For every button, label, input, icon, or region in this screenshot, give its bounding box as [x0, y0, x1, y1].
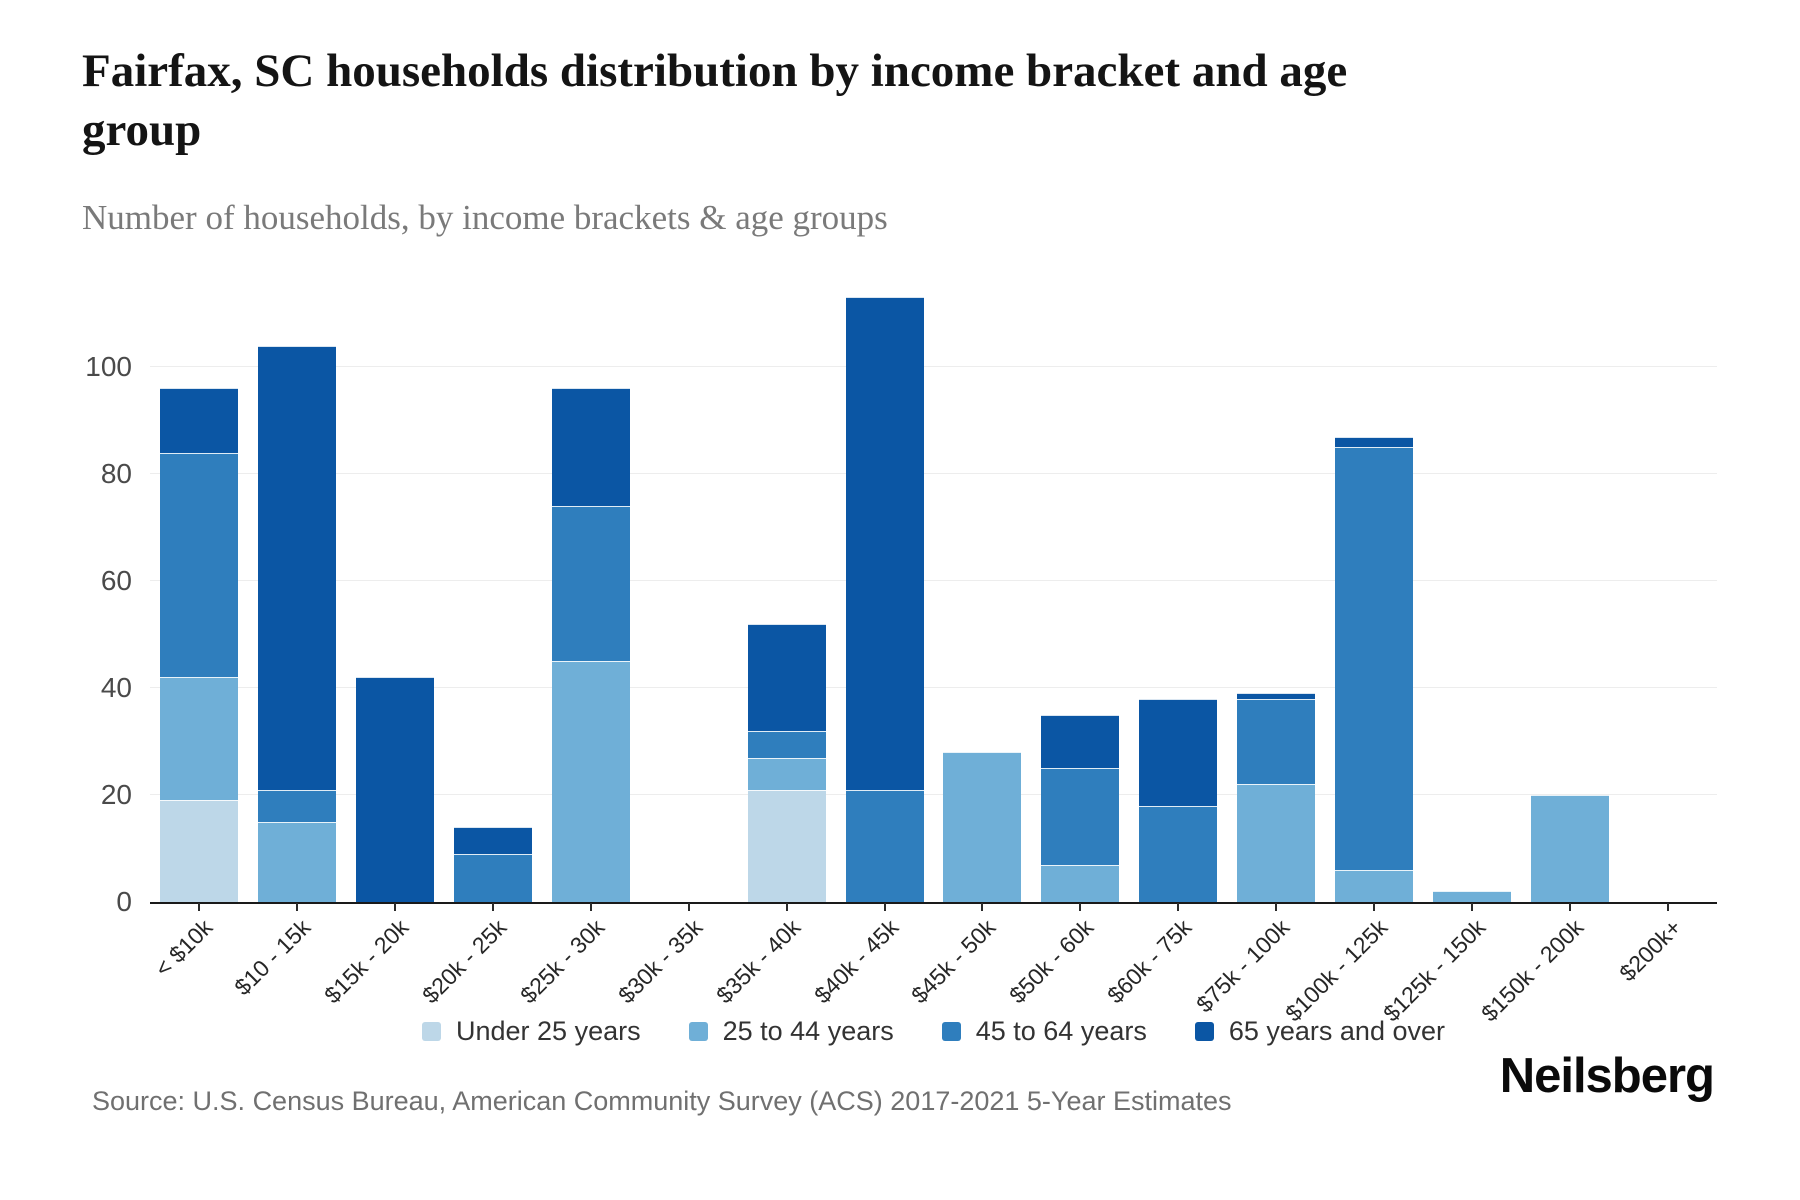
bar-column [1433, 262, 1512, 902]
bar-segment[interactable] [551, 388, 630, 507]
x-axis-tick [1177, 903, 1180, 911]
bar-column [1531, 262, 1610, 902]
bar-segment[interactable] [845, 789, 924, 902]
bar-column [355, 262, 434, 902]
grid-line [150, 687, 1717, 688]
legend-swatch [688, 1022, 708, 1041]
bar-segment[interactable] [159, 677, 238, 801]
plot-area [150, 262, 1717, 904]
bar-segment[interactable] [1139, 805, 1218, 902]
x-axis-tick [687, 903, 690, 911]
x-axis-tick [1667, 903, 1670, 911]
x-axis-tick [491, 903, 494, 911]
grid-line [150, 473, 1717, 474]
y-axis-label: 0 [116, 886, 132, 917]
bar-segment[interactable] [1531, 795, 1610, 902]
x-axis-tick [393, 903, 396, 911]
bar-segment[interactable] [257, 789, 336, 822]
bar-segment[interactable] [1433, 891, 1512, 902]
bar-segment[interactable] [1139, 698, 1218, 806]
bar-column [453, 262, 532, 902]
legend-swatch [422, 1022, 441, 1041]
bar-segment[interactable] [1041, 768, 1120, 865]
bar-column [1139, 262, 1218, 902]
bar-segment[interactable] [159, 800, 238, 902]
y-axis-label: 40 [100, 672, 132, 703]
bar-segment[interactable] [747, 623, 826, 731]
bar-segment[interactable] [453, 853, 532, 902]
bar-segment[interactable] [1237, 698, 1316, 785]
bar-segment[interactable] [257, 345, 336, 790]
bar-segment[interactable] [159, 388, 238, 453]
bar-segment[interactable] [1041, 864, 1120, 902]
chart-subtitle: Number of households, by income brackets… [82, 198, 888, 237]
legend: Under 25 years 25 to 44 years 45 to 64 yea… [150, 1016, 1717, 1047]
bar-segment[interactable] [453, 827, 532, 854]
x-axis-tick [785, 903, 788, 911]
bar-column [1629, 262, 1707, 902]
bar-segment[interactable] [845, 297, 924, 790]
bar-segment[interactable] [1335, 869, 1414, 902]
bar-column [943, 262, 1022, 902]
bar-segment[interactable] [747, 730, 826, 758]
grid-line [150, 366, 1717, 367]
legend-label: 45 to 64 years [975, 1016, 1147, 1046]
x-axis-tick [981, 903, 984, 911]
bar-segment[interactable] [1237, 784, 1316, 902]
source-text: Source: U.S. Census Bureau, American Com… [92, 1086, 1232, 1116]
bar-segment[interactable] [943, 752, 1022, 902]
grid-line [150, 794, 1717, 795]
legend-item[interactable]: 25 to 44 years [688, 1016, 894, 1047]
legend-swatch [941, 1022, 961, 1041]
x-axis-tick [1471, 903, 1474, 911]
y-axis-label: 80 [100, 458, 132, 489]
y-axis-label: 20 [100, 779, 132, 810]
y-axis-label: 100 [85, 351, 132, 382]
legend-item[interactable]: 65 years and over [1194, 1016, 1445, 1047]
x-axis-tick [1275, 903, 1278, 911]
legend-item[interactable]: Under 25 years [422, 1016, 641, 1047]
bar-segment[interactable] [159, 452, 238, 678]
chart-title: Fairfax, SC households distribution by i… [82, 45, 1348, 156]
bar-segment[interactable] [747, 789, 826, 902]
bar-segment[interactable] [1237, 693, 1316, 699]
x-axis-tick [1373, 903, 1376, 911]
bar-segment[interactable] [1335, 436, 1414, 448]
legend-label: 65 years and over [1228, 1016, 1445, 1046]
legend-swatch [1194, 1022, 1214, 1041]
x-axis-tick [1569, 903, 1572, 911]
bar-segment[interactable] [551, 506, 630, 662]
bar-column [1041, 262, 1120, 902]
bar-column [1237, 262, 1316, 902]
x-axis-tick [589, 903, 592, 911]
bar-segment[interactable] [1335, 447, 1414, 870]
bar-column [551, 262, 630, 902]
bar-column [747, 262, 826, 902]
bar-segment[interactable] [257, 821, 336, 902]
legend-label: Under 25 years [456, 1016, 641, 1046]
x-axis-tick [197, 903, 200, 911]
y-axis-label: 60 [100, 565, 132, 596]
bar-column [159, 262, 238, 902]
x-axis-tick [1079, 903, 1082, 911]
bar-segment[interactable] [747, 757, 826, 790]
bar-segment[interactable] [551, 661, 630, 902]
legend-item[interactable]: 45 to 64 years [941, 1016, 1147, 1047]
bar-column [257, 262, 336, 902]
x-axis-tick [295, 903, 298, 911]
brand-logo: Neilsberg [1499, 1049, 1715, 1103]
bar-column [1335, 262, 1414, 902]
bar-segment[interactable] [1041, 714, 1120, 769]
grid-line [150, 580, 1717, 581]
legend-label: 25 to 44 years [722, 1016, 894, 1046]
bar-segment[interactable] [355, 677, 434, 902]
bar-column [845, 262, 924, 902]
bar-column [650, 262, 728, 902]
x-axis-tick [883, 903, 886, 911]
